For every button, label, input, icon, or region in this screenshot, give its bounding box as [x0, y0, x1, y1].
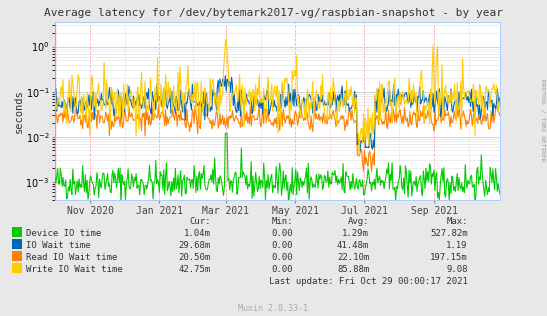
- Text: Max:: Max:: [446, 217, 468, 227]
- Text: 197.15m: 197.15m: [430, 253, 468, 263]
- Text: 0.00: 0.00: [271, 229, 293, 239]
- Y-axis label: seconds: seconds: [14, 89, 24, 133]
- Text: 0.00: 0.00: [271, 265, 293, 275]
- Text: 1.04m: 1.04m: [184, 229, 211, 239]
- Text: 29.68m: 29.68m: [178, 241, 211, 251]
- Text: RRDTOOL / TOBI OETIKER: RRDTOOL / TOBI OETIKER: [541, 79, 546, 161]
- Text: Device IO time: Device IO time: [26, 229, 101, 239]
- Text: Read IO Wait time: Read IO Wait time: [26, 253, 118, 263]
- Text: 41.48m: 41.48m: [337, 241, 369, 251]
- Text: 0.00: 0.00: [271, 253, 293, 263]
- Text: Min:: Min:: [271, 217, 293, 227]
- Text: 527.82m: 527.82m: [430, 229, 468, 239]
- Text: Last update: Fri Oct 29 00:00:17 2021: Last update: Fri Oct 29 00:00:17 2021: [269, 277, 468, 287]
- Text: Average latency for /dev/bytemark2017-vg/raspbian-snapshot - by year: Average latency for /dev/bytemark2017-vg…: [44, 8, 503, 18]
- Text: Cur:: Cur:: [189, 217, 211, 227]
- Text: 0.00: 0.00: [271, 241, 293, 251]
- Text: 42.75m: 42.75m: [178, 265, 211, 275]
- Text: 20.50m: 20.50m: [178, 253, 211, 263]
- Text: Avg:: Avg:: [348, 217, 369, 227]
- Text: Munin 2.0.33-1: Munin 2.0.33-1: [238, 305, 309, 313]
- Text: IO Wait time: IO Wait time: [26, 241, 90, 251]
- Text: Write IO Wait time: Write IO Wait time: [26, 265, 123, 275]
- Text: 1.29m: 1.29m: [342, 229, 369, 239]
- Text: 1.19: 1.19: [446, 241, 468, 251]
- Text: 22.10m: 22.10m: [337, 253, 369, 263]
- Text: 85.88m: 85.88m: [337, 265, 369, 275]
- Text: 9.08: 9.08: [446, 265, 468, 275]
